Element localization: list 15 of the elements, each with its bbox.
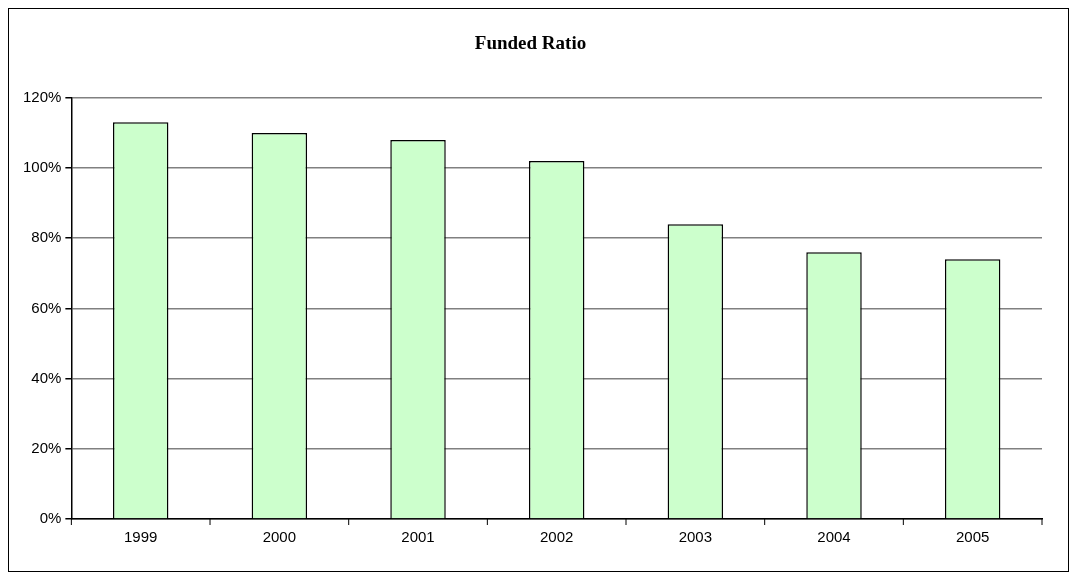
- x-tick-label: 2002: [539, 528, 574, 546]
- x-tick-label: 2001: [401, 528, 435, 546]
- y-tick-label: 20%: [31, 438, 62, 456]
- x-tick-label: 2000: [262, 528, 297, 546]
- x-tick-label: 1999: [124, 528, 158, 546]
- chart-title: Funded Ratio: [474, 32, 587, 54]
- y-tick-label: 0%: [39, 509, 62, 527]
- y-tick-label: 80%: [31, 228, 62, 246]
- x-tick-label: 2005: [955, 528, 990, 546]
- y-tick-label: 40%: [31, 368, 62, 386]
- y-tick-label: 100%: [22, 158, 62, 176]
- x-tick-label: 2003: [678, 528, 713, 546]
- x-tick-label: 2004: [817, 528, 851, 546]
- y-tick-label: 120%: [22, 87, 62, 105]
- y-tick-label: 60%: [31, 298, 62, 316]
